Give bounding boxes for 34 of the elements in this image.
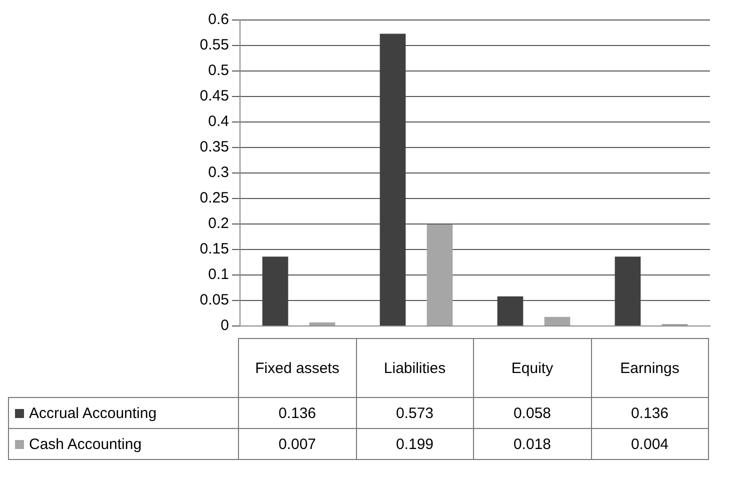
- x-tick-label: Fixed assets: [238, 338, 356, 398]
- data-label: 0.007: [238, 428, 356, 460]
- data-label: 0.136: [238, 398, 356, 428]
- y-tick-label: 0.6: [208, 11, 229, 28]
- data-label: 0.136: [591, 398, 708, 428]
- y-tick-label: 0.25: [200, 190, 229, 207]
- legend-label: Cash Accounting: [29, 436, 142, 452]
- data-label: 0.199: [356, 428, 474, 460]
- data-label: 0.058: [474, 398, 591, 428]
- bar: [426, 224, 453, 326]
- y-tick-label: 0: [220, 317, 229, 334]
- bar: [262, 256, 288, 326]
- data-label: 0.018: [474, 428, 591, 460]
- bar: [309, 322, 336, 326]
- y-tick-label: 0.1: [208, 266, 229, 284]
- y-tick-label: 0.45: [200, 88, 229, 105]
- bar: [614, 256, 641, 326]
- bar: [380, 34, 406, 326]
- x-tick-label: Equity: [474, 338, 591, 398]
- y-tick-label: 0.4: [208, 113, 229, 130]
- y-tick-label: 0.5: [208, 62, 229, 80]
- y-tick-label: 0.3: [208, 164, 229, 182]
- bar: [497, 296, 524, 326]
- y-tick-label: 0.55: [200, 36, 229, 54]
- data-label: 0.004: [591, 428, 708, 460]
- y-tick-label: 0.2: [208, 215, 229, 232]
- data-label: 0.573: [356, 398, 474, 428]
- y-tick-label: 0.05: [200, 292, 229, 309]
- y-tick-label: 0.15: [200, 240, 229, 258]
- bar: [544, 316, 570, 326]
- legend-label: Accrual Accounting: [29, 404, 157, 422]
- y-tick-label: 0.35: [200, 138, 229, 156]
- x-tick-label: Earnings: [591, 338, 708, 398]
- x-tick-label: Liabilities: [356, 338, 474, 398]
